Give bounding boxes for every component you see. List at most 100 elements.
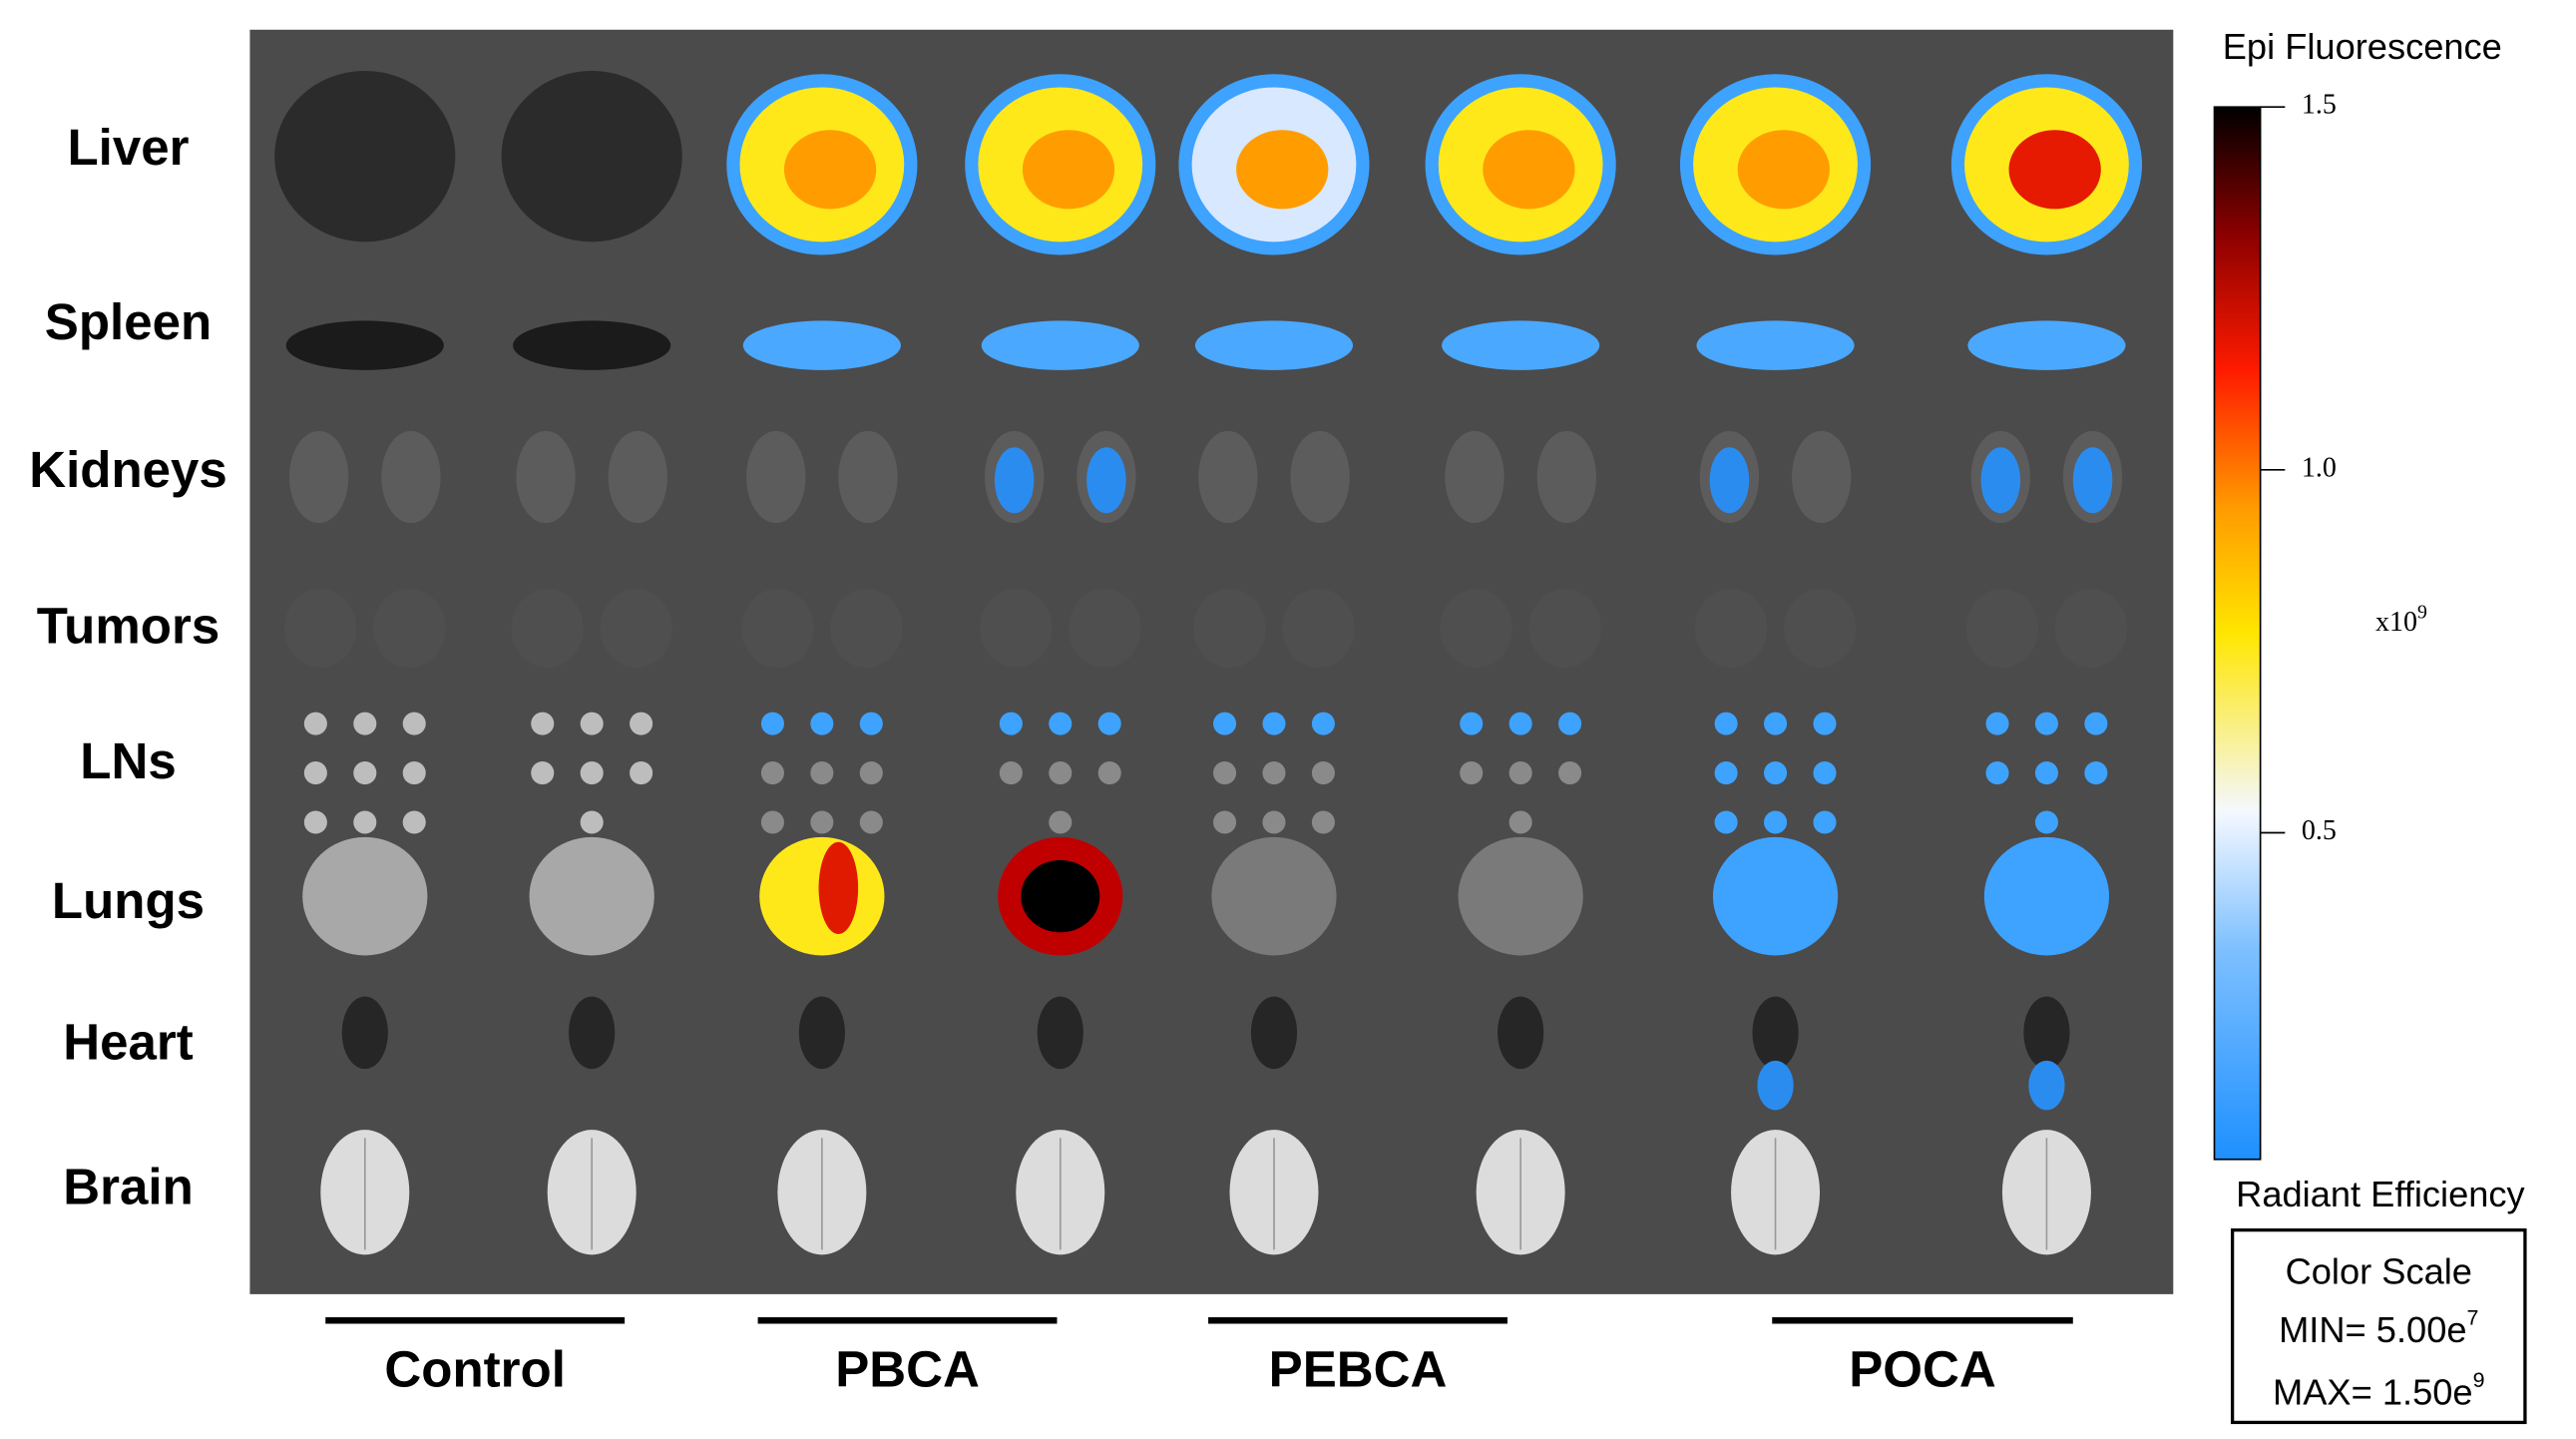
lung: [1458, 836, 1583, 956]
spleen: [981, 320, 1139, 370]
lymph-node: [760, 712, 784, 735]
colorbar-tick-label: 0.5: [2302, 815, 2337, 846]
lymph-node: [760, 810, 784, 834]
tumor: [1069, 589, 1141, 669]
min-text: MIN= 5.00e: [2279, 1308, 2466, 1349]
row-label: Lungs: [52, 872, 205, 929]
lymph-node: [2034, 761, 2058, 785]
lymph-node: [1714, 761, 1738, 785]
spleen: [1696, 320, 1855, 370]
colorbar-tick-label: 1.5: [2302, 90, 2337, 121]
tumor: [1694, 589, 1768, 669]
row-label: Heart: [63, 1014, 194, 1071]
lymph-node: [1097, 712, 1121, 735]
lymph-node: [2084, 712, 2108, 735]
kidney-signal: [994, 447, 1035, 514]
group-label: PBCA: [835, 1340, 980, 1397]
heart: [2023, 996, 2070, 1070]
lymph-node: [810, 761, 834, 785]
lymph-node: [402, 810, 426, 834]
min-exponent: 7: [2467, 1305, 2479, 1329]
lymph-node: [999, 712, 1023, 735]
lymph-node: [580, 761, 604, 785]
liver-hot: [1737, 130, 1830, 210]
lung: [302, 836, 428, 956]
kidney-signal: [1709, 447, 1750, 514]
lymph-node: [1262, 810, 1286, 834]
tumor: [284, 589, 357, 669]
lymph-node: [999, 761, 1023, 785]
tumor: [1440, 589, 1512, 669]
lymph-node: [580, 712, 604, 735]
lymph-node: [1508, 712, 1532, 735]
row-label: Liver: [67, 119, 189, 176]
row-label: Tumors: [37, 598, 219, 655]
group-label: POCA: [1849, 1340, 1996, 1397]
kidney-signal: [1980, 447, 2021, 514]
lymph-node: [630, 712, 653, 735]
lung: [1983, 836, 2110, 956]
lymph-node: [1311, 810, 1335, 834]
color-scale-max: MAX= 1.50e9: [2273, 1368, 2484, 1412]
lymph-node: [353, 712, 377, 735]
lung: [1712, 836, 1839, 956]
lymph-node: [1714, 712, 1738, 735]
row-label: LNs: [80, 732, 176, 789]
lymph-node: [1764, 761, 1788, 785]
lymph-node: [531, 761, 555, 785]
lung-hot: [1021, 859, 1100, 933]
lymph-node: [402, 712, 426, 735]
kidney: [746, 430, 806, 524]
max-text: MAX= 1.50e: [2273, 1371, 2473, 1412]
tumor: [1965, 589, 2039, 669]
liver: [274, 70, 456, 242]
lymph-node: [1460, 712, 1484, 735]
heart: [1250, 996, 1298, 1070]
spleen: [1967, 320, 2126, 370]
color-scale-box: [2230, 1227, 2527, 1425]
kidney-signal: [2072, 447, 2113, 514]
lymph-node: [1049, 810, 1073, 834]
kidney: [1792, 430, 1852, 524]
lymph-node: [2034, 810, 2058, 834]
tumor: [1282, 589, 1355, 669]
tumor: [511, 589, 584, 669]
lymph-node: [810, 810, 834, 834]
lymph-node: [353, 761, 377, 785]
multiplier-exponent: 9: [2417, 601, 2427, 623]
organ-images: [274, 70, 2142, 1255]
lymph-node: [810, 712, 834, 735]
tumor: [980, 589, 1053, 669]
lung: [1211, 836, 1337, 956]
lymph-node: [1508, 761, 1532, 785]
lymph-node: [580, 810, 604, 834]
lymph-node: [402, 761, 426, 785]
spleen: [285, 320, 444, 370]
kidney: [1290, 430, 1350, 524]
group-label: PEBCA: [1269, 1340, 1448, 1397]
tumor: [373, 589, 446, 669]
kidney: [1536, 430, 1596, 524]
lymph-node: [1558, 712, 1582, 735]
liver-hot: [783, 130, 877, 210]
tumor: [600, 589, 672, 669]
color-scale-min: MIN= 5.00e7: [2279, 1305, 2478, 1349]
lymph-node: [1813, 761, 1837, 785]
lymph-node: [1262, 761, 1286, 785]
colorbar-tick-label: 1.0: [2302, 452, 2337, 483]
heart: [1037, 996, 1083, 1070]
lymph-node: [859, 712, 883, 735]
lymph-node: [1460, 761, 1484, 785]
kidney-signal: [1086, 447, 1126, 514]
row-label: Spleen: [45, 293, 212, 350]
kidney: [289, 430, 349, 524]
liver-hot: [1022, 130, 1115, 210]
liver-hot: [1236, 130, 1329, 210]
heart: [1752, 996, 1799, 1070]
liver-hot: [1483, 130, 1575, 210]
lymph-node: [1262, 712, 1286, 735]
spleen: [1194, 320, 1354, 370]
lymph-node: [630, 761, 653, 785]
lymph-node: [2034, 712, 2058, 735]
